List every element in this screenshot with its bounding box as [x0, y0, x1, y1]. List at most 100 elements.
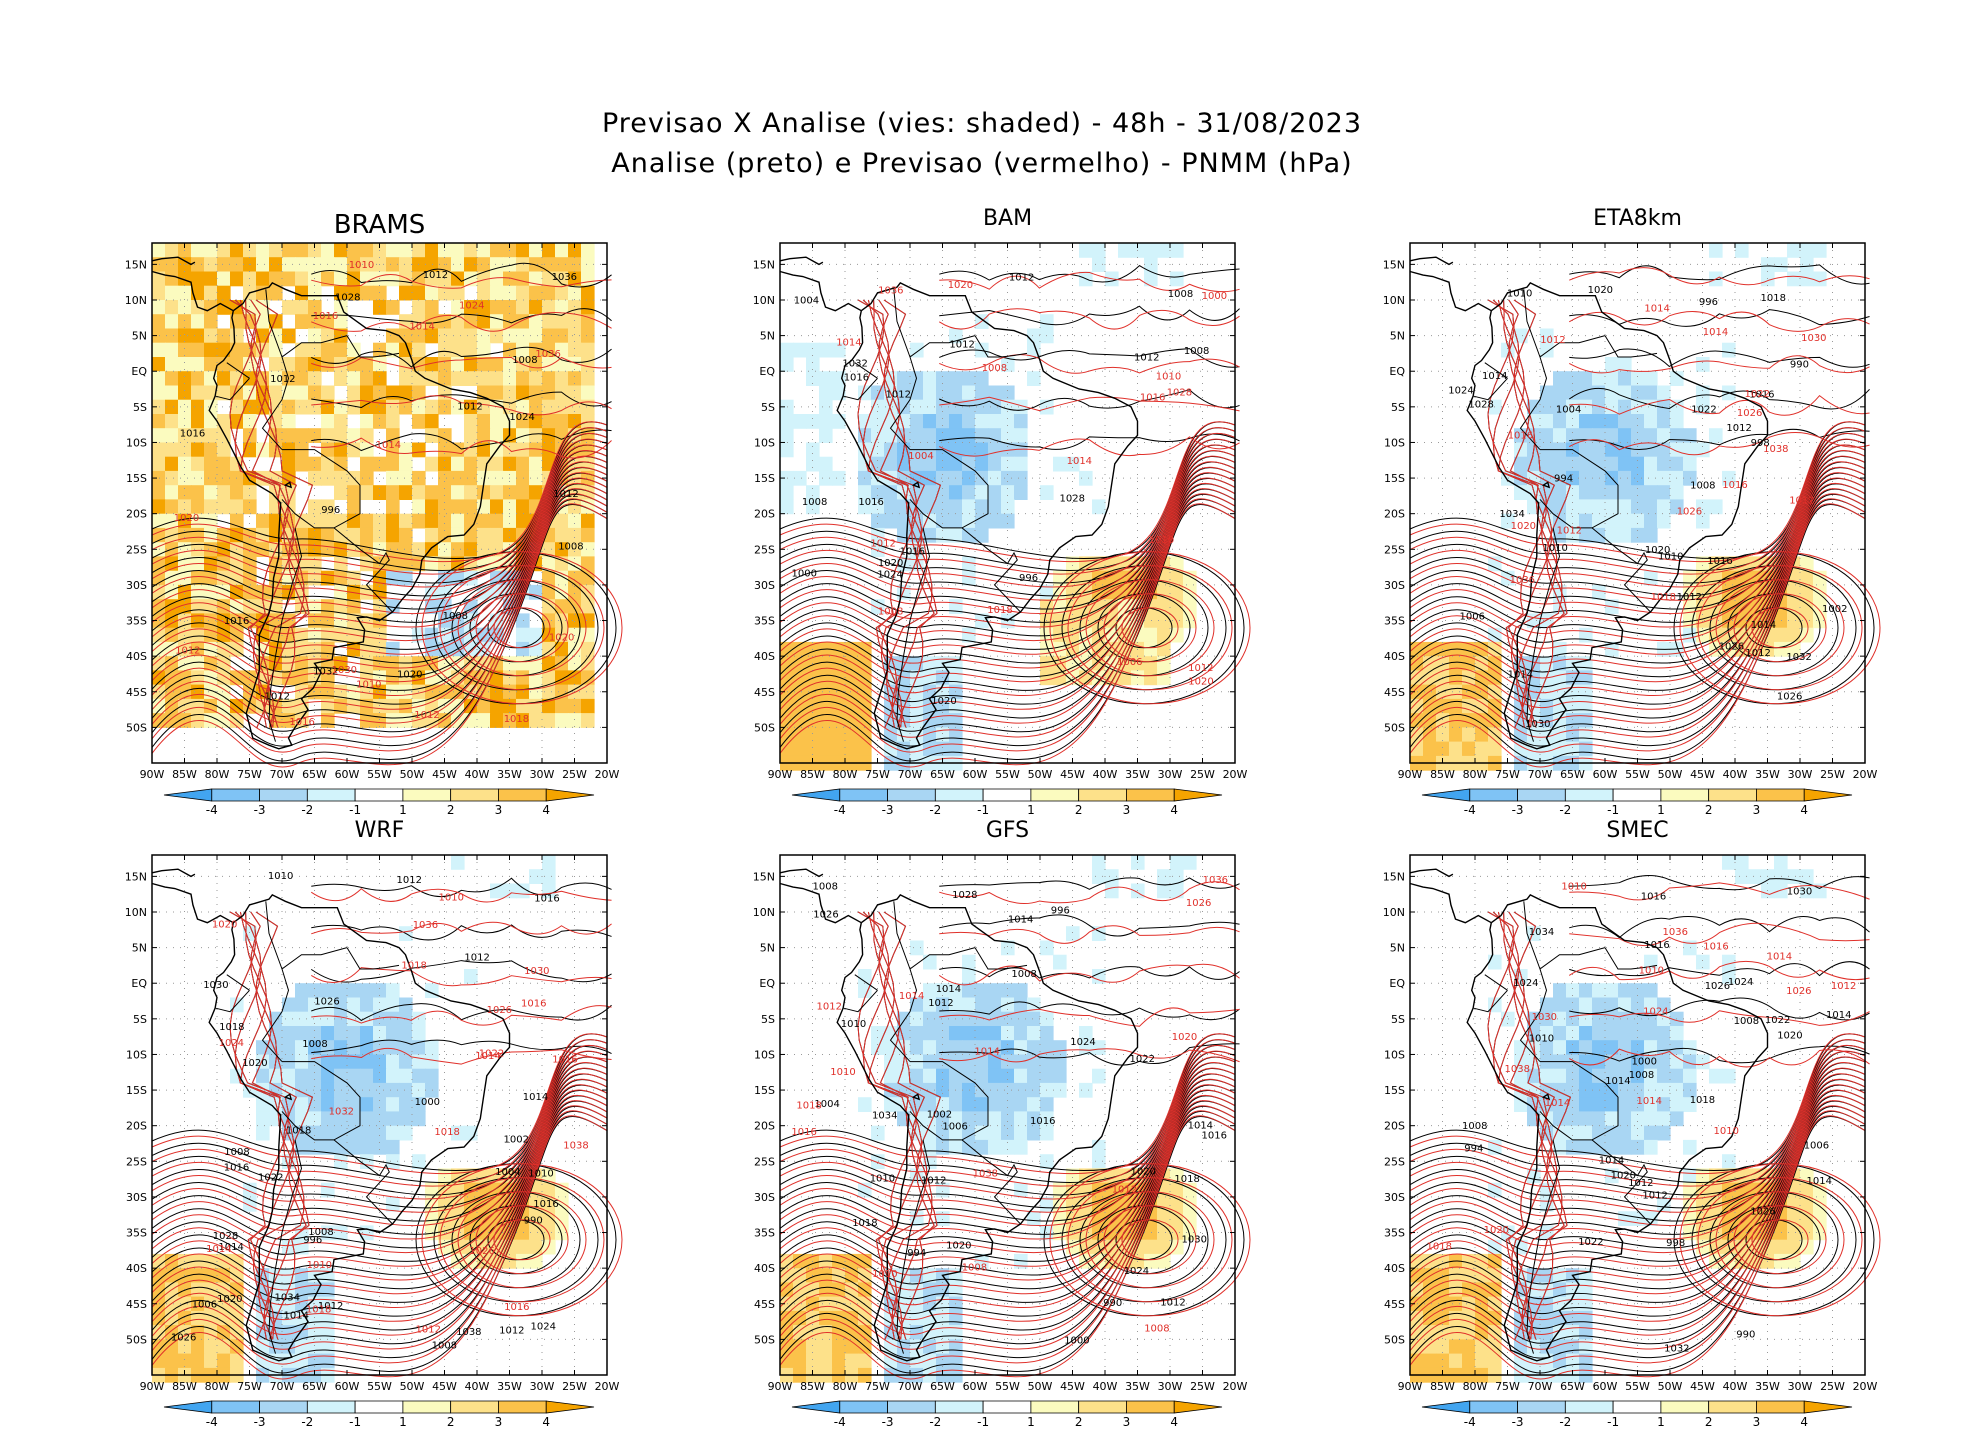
lon-tick-label: 25W: [1820, 768, 1845, 781]
lat-tick-label: 30S: [126, 579, 147, 592]
map-svg: 1008101210141016101210101008101410181020…: [753, 854, 1251, 1429]
colorbar-segment: [982, 788, 1032, 802]
lon-tick-label: 60W: [335, 1380, 360, 1393]
colorbar-label: -4: [834, 1415, 846, 1429]
lat-tick-label: 15N: [1383, 870, 1405, 883]
isobar-label-analysis: 1010: [841, 1019, 866, 1030]
colorbar-label: 1: [1657, 803, 1665, 817]
lon-tick-label: 70W: [1528, 768, 1553, 781]
lat-tick-label: 40S: [754, 650, 775, 663]
lat-tick-label: 35S: [1384, 1227, 1405, 1240]
colorbar-segment: [791, 1400, 841, 1414]
isobar-label-analysis: 1030: [1182, 1235, 1207, 1246]
isobar-label-analysis: 1008: [1462, 1121, 1487, 1132]
isobar-label-analysis: 1028: [952, 890, 977, 901]
colorbar-segment: [1421, 1400, 1471, 1414]
panel-title: GFS: [985, 818, 1030, 843]
map-svg: 1008 1008 1006 1016 1012 1010 1014 1012 1008 1014…: [125, 854, 623, 1429]
lat-tick-label: EQ: [759, 365, 775, 378]
isobar-label-analysis: 1004: [1556, 404, 1581, 415]
isobar-label-analysis: 1020: [1131, 1167, 1156, 1178]
isobar-label-analysis: 1020: [1777, 1030, 1802, 1041]
isobar-label-analysis: 990: [524, 1216, 543, 1227]
lat-tick-label: 10N: [1383, 294, 1405, 307]
lon-tick-label: 40W: [465, 768, 490, 781]
colorbar-label: -1: [349, 803, 361, 817]
isobar-label-forecast: 1010: [356, 680, 381, 691]
lat-tick-label: EQ: [131, 365, 147, 378]
lat-tick-label: 5N: [1390, 330, 1405, 343]
isobar-label-analysis: 1000: [1064, 1335, 1089, 1346]
lat-tick-label: 30S: [754, 579, 775, 592]
isobar-label-forecast: 1026: [469, 1246, 494, 1257]
isobar-label-analysis: 1012: [265, 691, 290, 702]
colorbar-label: 3: [495, 803, 503, 817]
colorbar-label: -1: [1607, 803, 1619, 817]
colorbar: -4 -3 -2 -1 1 2 3 4: [1421, 788, 1853, 817]
isobar-label-forecast: 1010: [349, 260, 374, 271]
lat-tick-label: 5N: [132, 330, 147, 343]
isobar-label-forecast: 1014: [1637, 1096, 1662, 1107]
panel-title: ETA8km: [1593, 206, 1682, 231]
panel-title: WRF: [354, 818, 405, 843]
lon-tick-label: 80W: [833, 768, 858, 781]
lon-tick-label: 75W: [1495, 768, 1520, 781]
lon-tick-label: 85W: [172, 1380, 197, 1393]
isobar-label-analysis: 1016: [1749, 389, 1774, 400]
isobar-label-analysis: 1026: [171, 1333, 196, 1344]
isobar-label-analysis: 1018: [852, 1218, 877, 1229]
isobar-label-analysis: 1014: [284, 1310, 309, 1321]
isobar-label-forecast: 1014: [1767, 952, 1792, 963]
isobar-label-analysis: 1020: [946, 1241, 971, 1252]
isobar-label-analysis: 1020: [1611, 1171, 1636, 1182]
isobar-label-forecast: 1018: [1427, 1242, 1452, 1253]
colorbar-segment: [839, 788, 888, 802]
lat-tick-label: 10S: [1384, 436, 1405, 449]
lon-tick-label: 20W: [1223, 768, 1248, 781]
isobar-label-analysis: 1014: [1008, 915, 1033, 926]
colorbar-segment: [1564, 1400, 1614, 1414]
colorbar-label: 1: [399, 803, 407, 817]
colorbar-segment: [1517, 788, 1566, 802]
colorbar-segment: [450, 1400, 499, 1414]
isobar-label-forecast: 1016: [1722, 480, 1747, 491]
isobar-label-analysis: 1018: [1761, 293, 1786, 304]
lat-tick-label: 50S: [1384, 721, 1405, 734]
isobar-label-forecast: 1022: [479, 1049, 504, 1060]
isobar-label-analysis: 1014: [1508, 670, 1533, 681]
isobar-label-analysis: 1016: [533, 1199, 558, 1210]
isobar-label-analysis: 1008: [1011, 969, 1036, 980]
isobar-label-analysis: 1008: [1184, 346, 1209, 357]
isobar-label-analysis: 1010: [268, 871, 293, 882]
colorbar-segment: [1517, 1400, 1566, 1414]
isobar-label-analysis: 1016: [900, 547, 925, 558]
isobar-label-analysis: 1034: [1499, 509, 1524, 520]
lon-tick-label: 35W: [1125, 1380, 1150, 1393]
forecast-isobars: [151, 274, 623, 768]
lat-tick-label: 50S: [126, 1333, 147, 1346]
isobar-label-analysis: 990: [1736, 1329, 1755, 1340]
lon-tick-label: 90W: [1398, 1380, 1423, 1393]
isobar-label-analysis: 1002: [927, 1110, 952, 1121]
isobar-label-forecast: 1012: [414, 710, 439, 721]
isobar-label-analysis: 1002: [504, 1135, 529, 1146]
lon-tick-label: 75W: [865, 768, 890, 781]
colorbar-label: 3: [1123, 1415, 1131, 1429]
colorbar-label: -3: [882, 803, 894, 817]
lon-tick-label: 90W: [1398, 768, 1423, 781]
isobar-label-analysis: 1026: [1777, 692, 1802, 703]
lon-tick-label: 65W: [1560, 1380, 1585, 1393]
isobar-label-analysis: 994: [1554, 474, 1573, 485]
panel-smec: SMEC 1008 1014 1014 1010 1008 1012 1014 1016 1018…: [1350, 815, 1895, 1455]
colorbar-segment: [1756, 788, 1805, 802]
lon-tick-label: 55W: [995, 1380, 1020, 1393]
lat-tick-label: 30S: [1384, 579, 1405, 592]
isobar-label-forecast: 1012: [1789, 496, 1814, 507]
lat-tick-label: 10N: [125, 906, 147, 919]
isobar-label-forecast: 1032: [329, 1107, 354, 1118]
colorbar: -4 -3 -2 -1 1 2 3 4: [791, 1400, 1223, 1429]
lat-tick-label: 40S: [1384, 1262, 1405, 1275]
colorbar-label: -3: [1512, 1415, 1524, 1429]
isobar-label-analysis: 1022: [1691, 405, 1716, 416]
lat-tick-label: 10S: [1384, 1048, 1405, 1061]
